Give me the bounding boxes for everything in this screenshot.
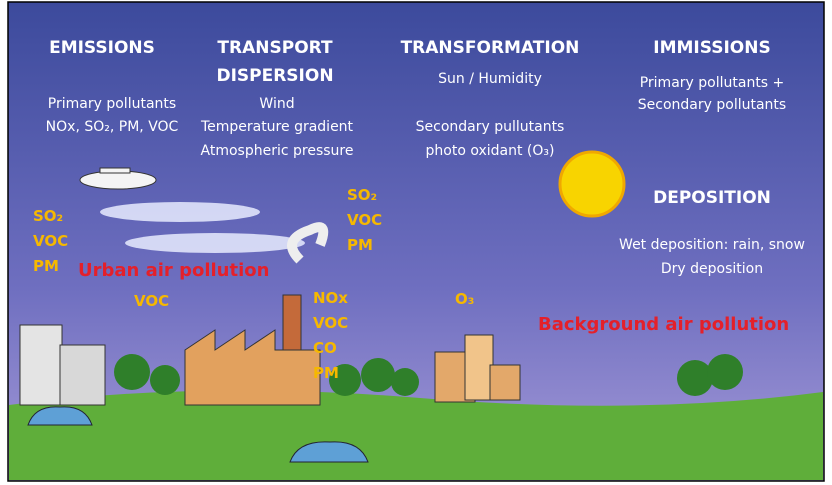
area-label: Urban air pollution xyxy=(78,260,269,281)
column-text: Primary pollutants xyxy=(48,96,176,112)
pollutant-label: VOC xyxy=(313,314,348,332)
pollutant-label: PM xyxy=(347,236,373,254)
buildings xyxy=(19,324,521,406)
column-text: Wind xyxy=(259,96,294,112)
sun xyxy=(558,150,626,218)
column-text: Wet deposition: rain, snow xyxy=(619,237,805,253)
column-text: photo oxidant (O₃) xyxy=(426,143,555,159)
column-title: TRANSPORT xyxy=(217,38,333,58)
cars xyxy=(27,406,369,463)
pollutant-label: SO₂ xyxy=(347,186,377,204)
factory xyxy=(184,222,329,406)
pollutant-label: VOC xyxy=(134,292,169,310)
column-title: EMISSIONS xyxy=(49,38,155,58)
pollutant-label: PM xyxy=(313,364,339,382)
column-text: NOx, SO₂, PM, VOC xyxy=(46,119,179,135)
column-text: Secondary pullutants xyxy=(416,119,565,135)
pollutant-label: VOC xyxy=(347,211,382,229)
column-text: Dry deposition xyxy=(661,261,763,277)
ground xyxy=(9,390,823,480)
column-text: Temperature gradient xyxy=(200,119,354,135)
clouds xyxy=(100,202,305,253)
column-text: Primary pollutants + xyxy=(640,75,785,91)
column-title: DEPOSITION xyxy=(653,188,771,208)
airplane xyxy=(79,167,157,190)
column-title: TRANSFORMATION xyxy=(401,38,580,58)
column-title: IMMISSIONS xyxy=(653,38,770,58)
column-title: DISPERSION xyxy=(216,66,333,86)
trees xyxy=(114,354,743,396)
pollutant-label: PM xyxy=(33,257,59,275)
pollutant-label: CO xyxy=(313,339,337,357)
column-text: Sun / Humidity xyxy=(438,71,542,87)
column-text: Secondary pollutants xyxy=(638,97,786,113)
column-text: Atmospheric pressure xyxy=(201,143,354,159)
pollutant-label: VOC xyxy=(33,232,68,250)
pollutant-label: O₃ xyxy=(455,290,474,308)
pollutant-label: SO₂ xyxy=(33,207,63,225)
pollutant-label: NOx xyxy=(313,289,348,307)
area-label: Background air pollution xyxy=(538,314,789,335)
